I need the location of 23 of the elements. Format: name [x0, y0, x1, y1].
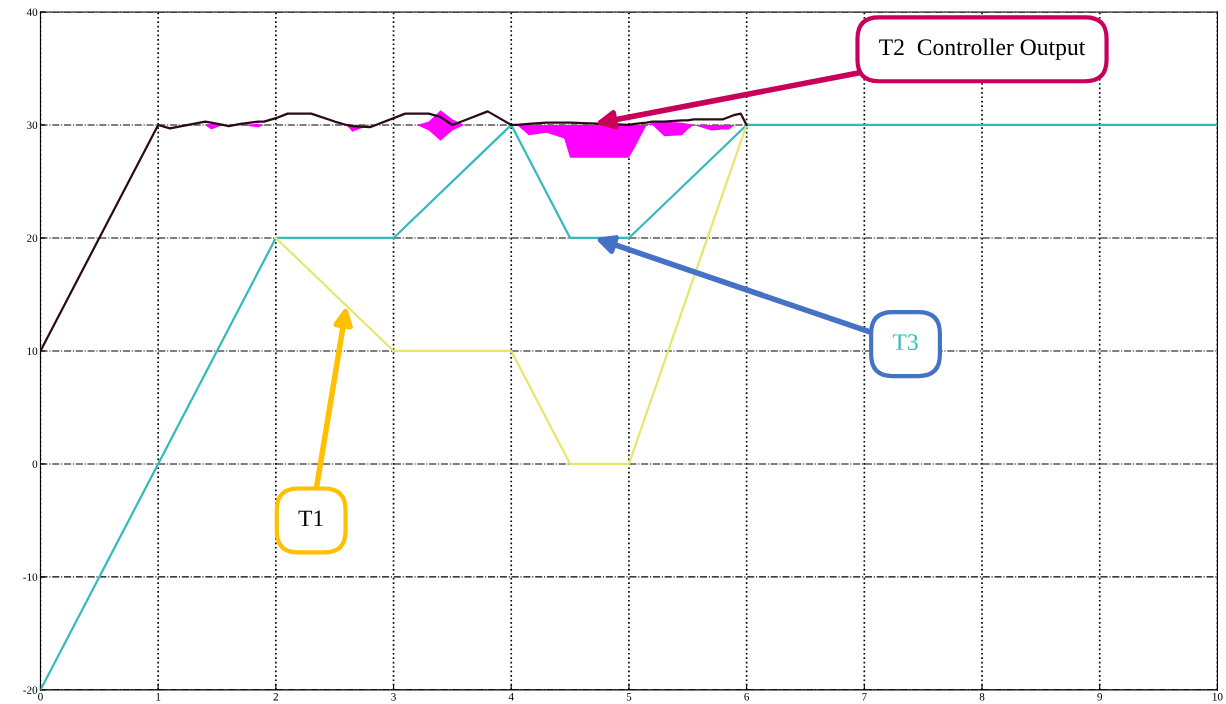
x-tick-label: 3 [391, 693, 396, 701]
text: T3 [892, 334, 918, 351]
y-tick-label: 20 [27, 234, 38, 242]
x-tick-label: 2 [273, 693, 279, 701]
y-tick-label: 10 [27, 347, 38, 355]
text: T2 Controller Output [879, 38, 1086, 60]
y-tick-label: -10 [23, 573, 38, 581]
x-tick-label: 6 [744, 693, 750, 701]
x-tick-label: 10 [1212, 693, 1223, 701]
x-tick-label: 5 [626, 693, 632, 701]
y-tick-label: 30 [27, 121, 38, 129]
y-tick-label: -20 [23, 686, 38, 694]
line-series [274, 123, 748, 466]
y-tick-label: 0 [32, 460, 38, 468]
x-tick-label: 9 [1097, 693, 1103, 701]
x-tick-label: 7 [862, 693, 867, 701]
text: T1 [298, 510, 323, 527]
x-tick-label: 1 [156, 693, 161, 701]
y-tick-label: 40 [26, 8, 38, 16]
x-tick-label: 8 [979, 693, 985, 701]
line-series [40, 110, 748, 353]
x-tick-label: 0 [38, 693, 43, 701]
x-tick-label: 4 [508, 693, 514, 701]
